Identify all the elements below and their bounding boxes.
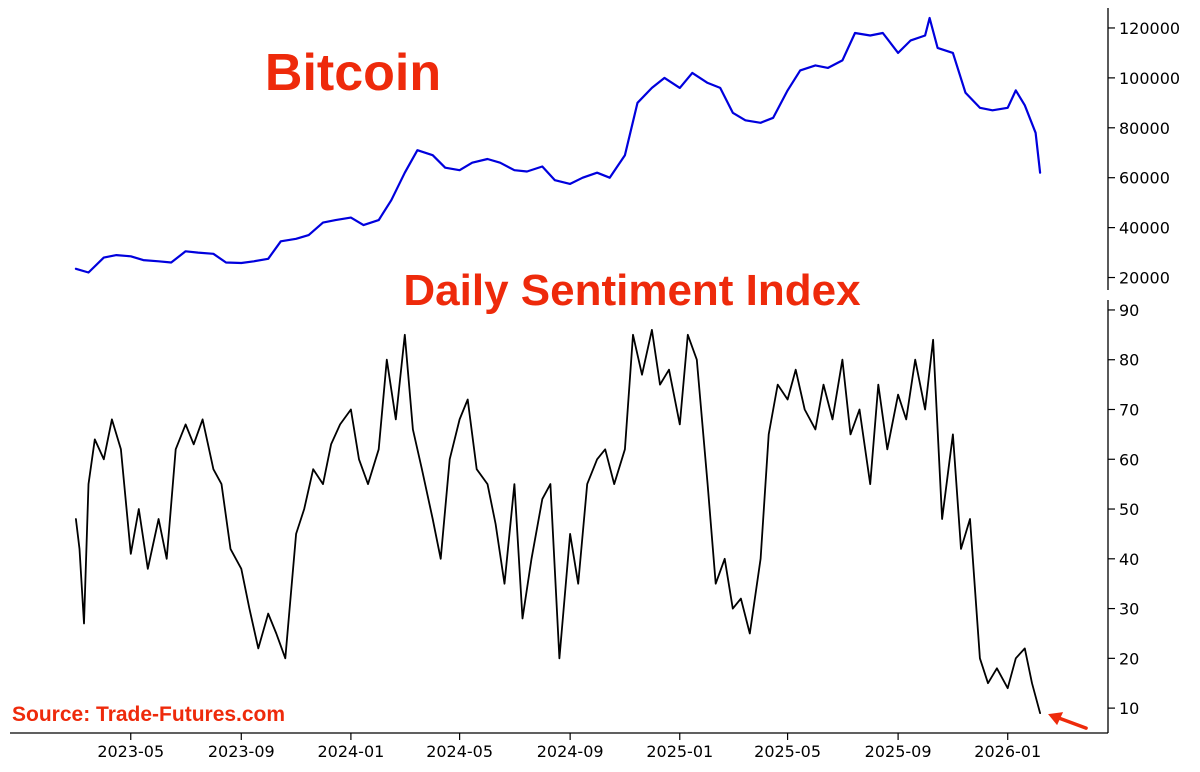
source-label: Source: Trade-Futures.com bbox=[12, 703, 285, 726]
arrow-head bbox=[1048, 712, 1064, 726]
x-tick-label: 2024-01 bbox=[317, 742, 384, 761]
latest-value-arrow bbox=[1048, 712, 1088, 730]
x-tick-label: 2023-05 bbox=[97, 742, 164, 761]
sentiment-y-tick-label: 80 bbox=[1119, 351, 1139, 370]
bitcoin-title: Bitcoin bbox=[265, 44, 441, 102]
sentiment-title: Daily Sentiment Index bbox=[403, 266, 861, 315]
x-tick-label: 2023-09 bbox=[208, 742, 275, 761]
sentiment-y-tick-label: 30 bbox=[1119, 600, 1139, 619]
x-tick-label: 2025-09 bbox=[865, 742, 932, 761]
bitcoin-y-tick-label: 60000 bbox=[1119, 169, 1170, 188]
bitcoin-y-tick-label: 120000 bbox=[1119, 19, 1180, 38]
sentiment-y-tick-label: 20 bbox=[1119, 649, 1139, 668]
sentiment-series-line bbox=[75, 328, 1041, 714]
x-tick-label: 2024-05 bbox=[426, 742, 493, 761]
bitcoin-y-tick-label: 20000 bbox=[1119, 269, 1170, 288]
x-tick-label: 2025-01 bbox=[646, 742, 713, 761]
bitcoin-y-tick-label: 100000 bbox=[1119, 69, 1180, 88]
sentiment-y-tick-label: 60 bbox=[1119, 450, 1139, 469]
arrow-shaft bbox=[1055, 715, 1088, 730]
sentiment-y-tick-label: 10 bbox=[1119, 699, 1139, 718]
lines-layer bbox=[74, 16, 1042, 714]
x-tick-label: 2024-09 bbox=[537, 742, 604, 761]
x-tick-label: 2026-01 bbox=[974, 742, 1041, 761]
bitcoin-series-line bbox=[74, 16, 1042, 274]
x-tick-label: 2025-05 bbox=[754, 742, 821, 761]
sentiment-y-tick-label: 50 bbox=[1119, 500, 1139, 519]
sentiment-y-tick-label: 90 bbox=[1119, 301, 1139, 320]
axes-layer: 2023-05 2023-09 2024-01 2024-05 2024-09 2025-… bbox=[10, 8, 1180, 761]
bitcoin-y-tick-label: 40000 bbox=[1119, 219, 1170, 238]
sentiment-y-tick-label: 40 bbox=[1119, 550, 1139, 569]
bitcoin-y-tick-label: 80000 bbox=[1119, 119, 1170, 138]
sentiment-y-tick-label: 70 bbox=[1119, 400, 1139, 419]
